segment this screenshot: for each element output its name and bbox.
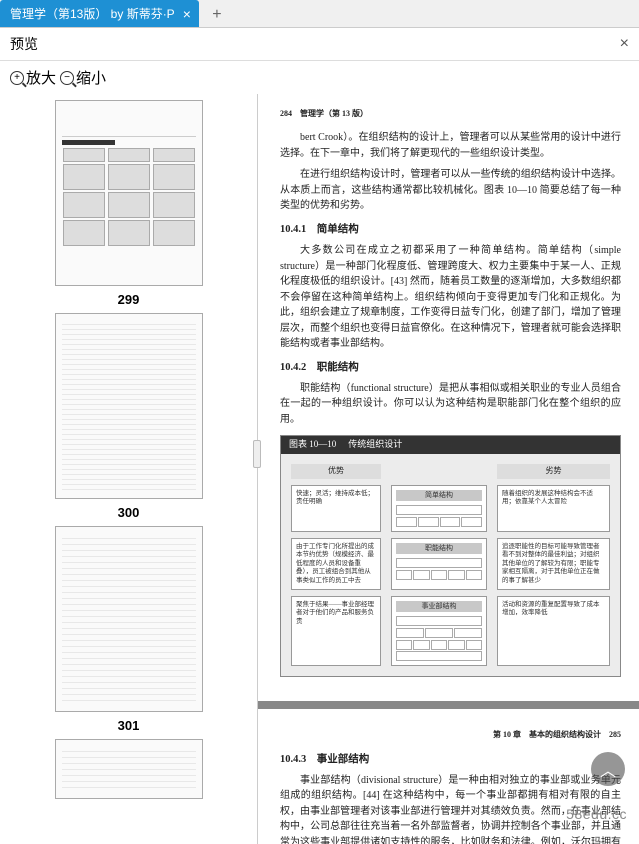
heading-10-4-1: 10.4.1 简单结构 — [280, 222, 621, 238]
close-tab-icon[interactable]: × — [183, 6, 191, 22]
figure-row: 快速；灵活；维持成本低；责任明确 简单结构 随着组织的发展这种结构会不适用；依靠… — [291, 485, 610, 532]
zoom-out-label: 缩小 — [76, 67, 106, 88]
figure-col-right: 劣势 — [497, 464, 610, 478]
page-divider — [258, 701, 639, 709]
figure-struct: 简单结构 — [391, 485, 487, 532]
heading-10-4-3: 10.4.3 事业部结构 — [280, 752, 621, 768]
figure-cell: 聚焦于结果——事业部经理者对于他们的产品和服务负责 — [291, 596, 381, 666]
figure-struct: 事业部结构 — [391, 596, 487, 666]
zoom-in-icon: + — [10, 71, 24, 85]
preview-toolbar: 预览 × — [0, 28, 639, 61]
paragraph: 职能结构（functional structure）是把从事相似或相关职业的专业… — [280, 381, 621, 428]
main-area: 299 300 301 284 管理学（第 13 版） bert Crook）。… — [0, 94, 639, 844]
close-preview-icon[interactable]: × — [620, 35, 629, 53]
figure-cell: 追逐职能性的目标可能导致管理者看不到对整体的最佳利益；对组织其他单位的了解较为有… — [497, 538, 610, 590]
new-tab-button[interactable]: + — [205, 3, 229, 27]
thumbnail-300[interactable] — [55, 313, 203, 499]
zoom-out-button[interactable]: − 缩小 — [60, 67, 106, 88]
page-header: 284 管理学（第 13 版） — [280, 108, 621, 120]
page-header: 第 10 章 基本的组织结构设计 285 — [280, 729, 621, 741]
figure-col-left: 优势 — [291, 464, 381, 478]
thumbnail-label: 299 — [118, 292, 140, 307]
figure-10-10: 图表 10—10 传统组织设计 优势 劣势 快速；灵活；维持成本低；责任明确 简… — [280, 435, 621, 677]
figure-cell: 快速；灵活；维持成本低；责任明确 — [291, 485, 381, 532]
thumbnail-sidebar[interactable]: 299 300 301 — [0, 94, 258, 844]
paragraph: bert Crook）。在组织结构的设计上，管理者可以从某些常用的设计中进行选择… — [280, 130, 621, 161]
figure-row: 由于工作专门化所提出的成本节约优势（规模经济、最低程度的人员和设备重叠），员工被… — [291, 538, 610, 590]
zoom-in-button[interactable]: + 放大 — [10, 67, 56, 88]
chevron-up-icon: ︿ — [600, 757, 616, 781]
page-content[interactable]: 284 管理学（第 13 版） bert Crook）。在组织结构的设计上，管理… — [258, 94, 639, 844]
figure-struct: 职能结构 — [391, 538, 487, 590]
thumbnail-301[interactable] — [55, 526, 203, 712]
split-handle[interactable] — [253, 440, 261, 468]
zoom-bar: + 放大 − 缩小 — [0, 61, 639, 94]
page-285: 第 10 章 基本的组织结构设计 285 10.4.3 事业部结构 事业部结构（… — [258, 715, 639, 844]
paragraph: 大多数公司在成立之初都采用了一种简单结构。简单结构（simple structu… — [280, 243, 621, 352]
heading-10-4-2: 10.4.2 职能结构 — [280, 360, 621, 376]
preview-label: 预览 — [10, 34, 38, 54]
watermark: 58edu.cc — [566, 806, 627, 822]
figure-row: 聚焦于结果——事业部经理者对于他们的产品和服务负责 事业部结构 活动和资源的重复… — [291, 596, 610, 666]
page-284: 284 管理学（第 13 版） bert Crook）。在组织结构的设计上，管理… — [258, 94, 639, 695]
tab-bar: 管理学（第13版） by 斯蒂芬·P × + — [0, 0, 639, 28]
figure-cell: 由于工作专门化所提出的成本节约优势（规模经济、最低程度的人员和设备重叠），员工被… — [291, 538, 381, 590]
tab-title: 管理学（第13版） by 斯蒂芬·P — [10, 5, 175, 22]
thumbnail-302[interactable] — [55, 739, 203, 799]
thumbnail-299[interactable] — [55, 100, 203, 286]
thumbnail-label: 300 — [118, 505, 140, 520]
thumbnail-label: 301 — [118, 718, 140, 733]
zoom-out-icon: − — [60, 71, 74, 85]
figure-cell: 活动和资源的重复配置导致了成本增加，效率降低 — [497, 596, 610, 666]
figure-tag: 图表 10—10 — [289, 438, 336, 452]
zoom-in-label: 放大 — [26, 67, 56, 88]
figure-title-text: 传统组织设计 — [348, 438, 402, 452]
scroll-to-top-button[interactable]: ︿ — [591, 752, 625, 786]
figure-cell: 随着组织的发展这种结构会不适用；依靠某个人太冒险 — [497, 485, 610, 532]
paragraph: 在进行组织结构设计时，管理者可以从一些传统的组织结构设计中选择。从本质上而言，这… — [280, 167, 621, 214]
document-tab[interactable]: 管理学（第13版） by 斯蒂芬·P × — [0, 0, 199, 27]
